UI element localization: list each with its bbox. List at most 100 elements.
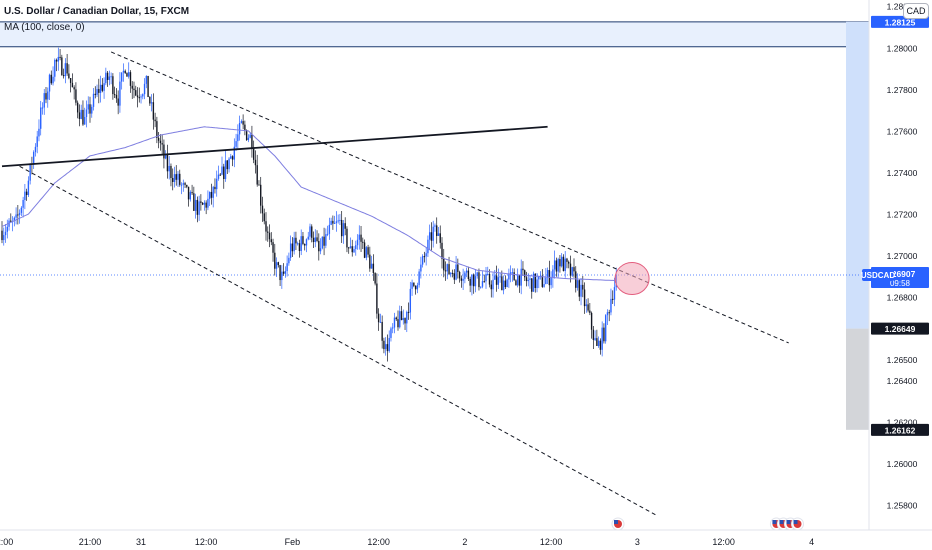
profit-zone[interactable] <box>846 21 869 329</box>
candle <box>344 223 346 229</box>
symbol-tag-text: USDCAD <box>861 271 895 280</box>
candle <box>73 87 75 90</box>
candle <box>568 261 570 264</box>
candle <box>425 253 427 257</box>
candle <box>467 270 470 279</box>
candle <box>516 275 519 286</box>
trend-line[interactable] <box>1 125 548 168</box>
candle <box>374 272 376 284</box>
candle <box>25 191 28 196</box>
candle <box>24 191 26 200</box>
candle <box>603 327 605 342</box>
y-tick-label: 1.26000 <box>887 459 918 469</box>
symbol-title[interactable]: U.S. Dollar / Canadian Dollar, 15, FXCM <box>4 6 190 17</box>
candle <box>490 284 492 290</box>
candle <box>589 310 591 313</box>
x-tick-label: 2 <box>462 537 467 547</box>
candle <box>198 201 200 215</box>
candle <box>372 263 375 273</box>
candle <box>143 83 146 95</box>
stop-zone[interactable] <box>846 328 869 430</box>
flag-canton <box>793 520 798 524</box>
candle <box>430 232 433 241</box>
candle <box>3 235 5 241</box>
ma-line[interactable] <box>1 126 617 282</box>
candle <box>596 338 598 346</box>
candle <box>240 121 243 123</box>
candle <box>150 102 153 104</box>
candle <box>274 252 276 269</box>
candle <box>342 223 345 237</box>
channel-lower-line[interactable] <box>19 165 657 516</box>
candle <box>10 220 12 222</box>
candle <box>406 311 408 324</box>
candle <box>421 256 424 265</box>
candle <box>487 273 489 275</box>
candle <box>340 219 343 237</box>
candle <box>585 304 588 307</box>
channel-upper-line[interactable] <box>110 51 789 344</box>
candle <box>557 259 559 272</box>
symbol-tag[interactable] <box>862 268 894 281</box>
currency-button[interactable]: CAD <box>903 3 929 19</box>
y-tick-label: 1.28000 <box>887 43 918 53</box>
candle <box>191 192 193 194</box>
candle <box>96 89 98 95</box>
candle <box>335 221 338 223</box>
stop-price-label[interactable] <box>871 423 929 436</box>
candle <box>531 278 533 292</box>
candle <box>333 222 336 224</box>
candle <box>504 280 507 288</box>
candle <box>92 93 95 107</box>
x-tick-label: 21:00 <box>79 537 102 547</box>
x-tick-label: 12:00 <box>367 537 390 547</box>
candle <box>247 137 250 141</box>
candle <box>62 75 65 77</box>
candle <box>386 344 389 352</box>
x-tick-label: 12:00 <box>195 537 218 547</box>
y-tick-label: 1.26200 <box>887 417 918 427</box>
candle <box>157 137 160 141</box>
candle <box>154 119 156 122</box>
y-tick-label: 1.27800 <box>887 85 918 95</box>
candle <box>20 207 23 213</box>
candle <box>133 88 135 91</box>
x-tick-label: 12:00 <box>712 537 735 547</box>
candle <box>460 278 463 281</box>
candle <box>562 256 565 271</box>
candle <box>580 284 582 297</box>
candle <box>353 249 355 253</box>
candle <box>45 93 47 100</box>
candle <box>196 199 199 215</box>
candle <box>242 121 244 125</box>
candle <box>494 275 496 280</box>
x-tick-label: 3 <box>635 537 640 547</box>
candle <box>201 202 204 205</box>
candle <box>458 271 461 279</box>
candle <box>330 220 332 225</box>
candle <box>66 63 68 74</box>
candle <box>318 240 320 252</box>
candle <box>407 311 410 313</box>
candle <box>538 276 540 280</box>
candle <box>194 199 197 211</box>
candle <box>289 243 292 258</box>
highlight-circle[interactable] <box>614 262 650 296</box>
candle <box>420 264 422 272</box>
entry-price-label[interactable] <box>871 322 929 335</box>
candle <box>15 214 17 218</box>
candle <box>379 321 382 323</box>
candle <box>444 270 447 272</box>
candle <box>120 72 123 82</box>
candle <box>423 256 426 258</box>
candle <box>99 84 102 93</box>
candle <box>472 274 475 287</box>
candle <box>555 260 558 272</box>
candle <box>237 134 239 142</box>
candle <box>47 91 49 100</box>
candle <box>356 239 359 246</box>
candle <box>180 184 183 186</box>
candle <box>481 281 484 287</box>
ma-indicator-label[interactable]: MA (100, close, 0) <box>4 22 85 33</box>
